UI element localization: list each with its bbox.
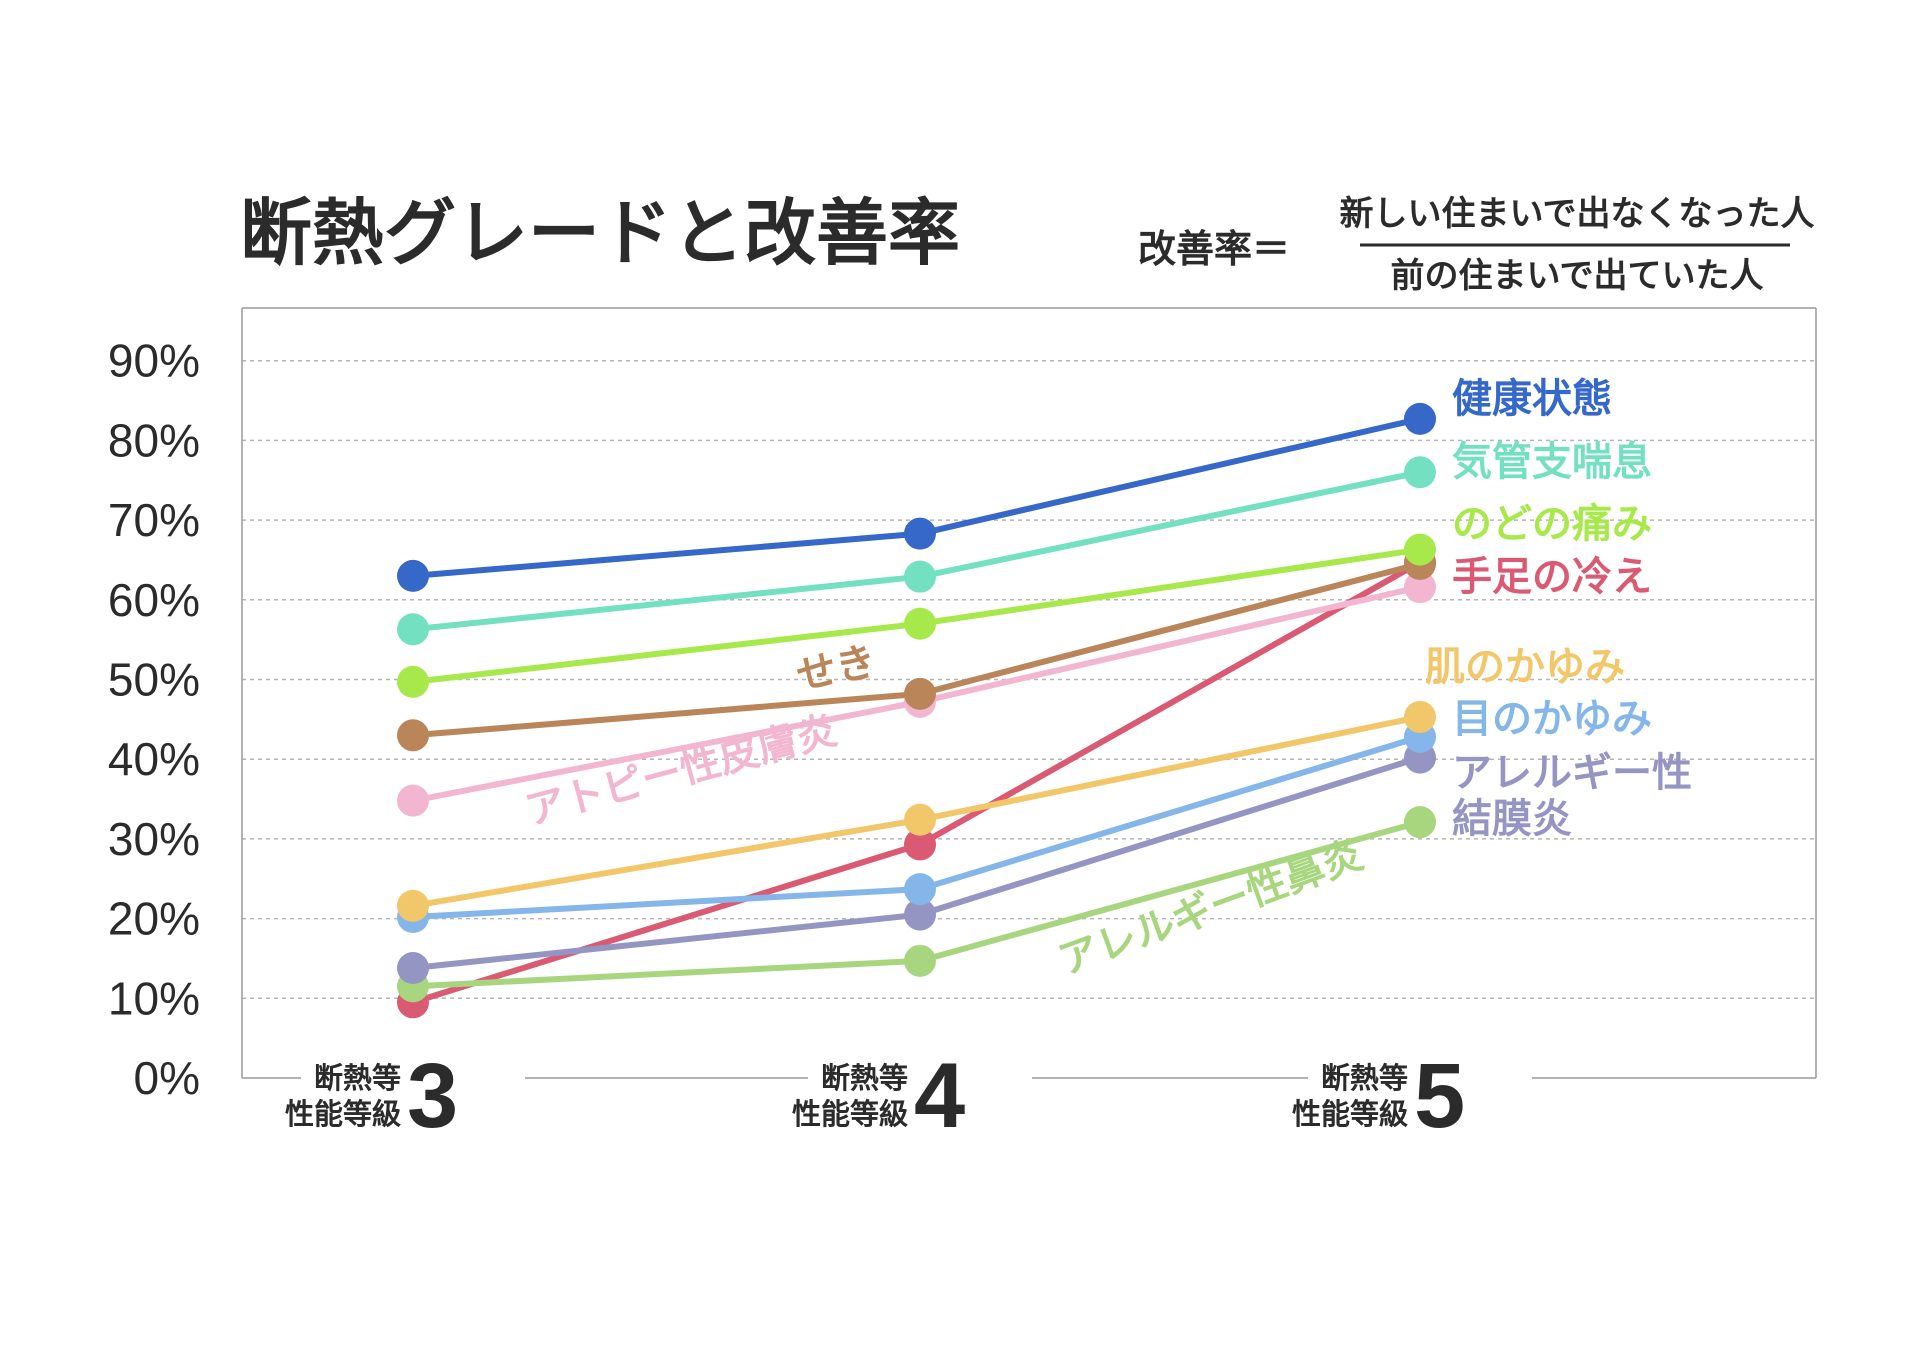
x-category-line2: 性能等級: [792, 1097, 908, 1131]
x-category-bg: [1308, 1052, 1532, 1132]
data-point: [904, 828, 936, 861]
data-point: [904, 677, 936, 710]
x-category-number: 4: [914, 1045, 965, 1147]
x-category-line1: 断熱等: [821, 1061, 908, 1095]
label-conj-line2: 結膜炎: [1452, 796, 1572, 842]
data-point: [397, 665, 429, 698]
label-cold: 手足の冷え: [1452, 554, 1652, 600]
formula-lhs: 改善率＝: [1138, 227, 1290, 271]
y-tick-label: 90%: [108, 335, 200, 387]
data-point: [397, 613, 429, 646]
x-category-line2: 性能等級: [285, 1097, 401, 1131]
data-point: [397, 559, 429, 592]
y-tick-label: 50%: [108, 654, 200, 706]
x-category-number: 3: [407, 1045, 458, 1147]
formula-numerator: 新しい住まいで出なくなった人: [1340, 194, 1815, 234]
data-point: [397, 952, 429, 985]
x-category-bg: [808, 1052, 1032, 1132]
data-point: [1404, 806, 1436, 839]
data-point: [904, 898, 936, 931]
label-throat: のどの痛み: [1452, 501, 1652, 547]
label-health: 健康状態: [1452, 376, 1612, 422]
x-category-number: 5: [1414, 1045, 1465, 1147]
x-category-line2: 性能等級: [1292, 1097, 1408, 1131]
label-skin: 肌のかゆみ: [1425, 644, 1625, 690]
y-tick-label: 10%: [108, 972, 200, 1024]
x-category-line1: 断熱等: [1321, 1061, 1408, 1095]
y-axis-ticks: 0% 10% 20% 30% 40% 50% 60% 70% 80% 90%: [108, 335, 200, 1104]
y-tick-label: 30%: [108, 813, 200, 865]
data-point: [904, 944, 936, 977]
x-category-line1: 断熱等: [314, 1061, 401, 1095]
x-category-bg: [301, 1052, 525, 1132]
y-tick-label: 70%: [108, 494, 200, 546]
label-cough: せき: [793, 638, 881, 700]
data-point: [397, 889, 429, 922]
data-point: [1404, 700, 1436, 733]
series-line: [410, 415, 1423, 579]
label-eye: 目のかゆみ: [1452, 696, 1652, 742]
data-point: [904, 560, 936, 593]
data-point: [397, 784, 429, 817]
label-bronchial: 気管支喘息: [1452, 439, 1652, 485]
data-point: [904, 873, 936, 906]
y-tick-label: 80%: [108, 414, 200, 466]
label-conj-line1: アレルギー性: [1452, 750, 1692, 796]
data-point: [397, 719, 429, 752]
data-point: [1404, 402, 1436, 435]
y-tick-label: 20%: [108, 893, 200, 945]
data-point: [904, 517, 936, 550]
data-point: [904, 803, 936, 836]
data-point: [1404, 533, 1436, 566]
data-point: [904, 607, 936, 640]
y-tick-label: 60%: [108, 574, 200, 626]
y-tick-label: 40%: [108, 733, 200, 785]
data-point: [1404, 456, 1436, 489]
data-points: [397, 402, 1436, 1019]
data-point: [1404, 571, 1436, 604]
chart-title: 断熱グレードと改善率: [240, 191, 960, 275]
y-tick-label: 0%: [134, 1052, 200, 1104]
formula-denominator: 前の住まいで出ていた人: [1391, 256, 1764, 296]
